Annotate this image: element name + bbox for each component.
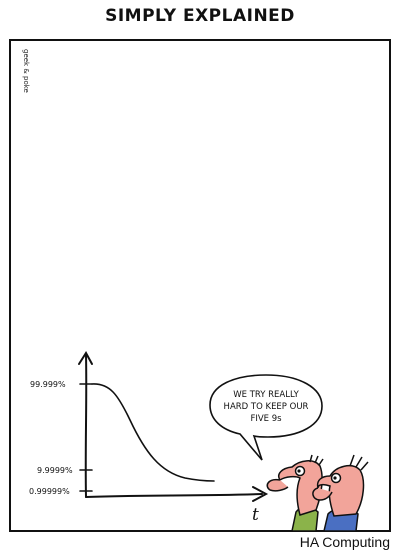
credit-text: geek & poke: [22, 49, 30, 93]
speech-line-2: HARD TO KEEP OUR: [224, 402, 309, 412]
left-character-hair: [309, 454, 324, 466]
x-axis-label: t: [252, 505, 259, 525]
caption-text: HA Computing: [299, 534, 390, 550]
character-right: [312, 454, 369, 532]
comic-title: SIMPLY EXPLAINED: [105, 6, 295, 26]
right-character-hair: [349, 454, 369, 471]
y-tick-label-3: 0.99999%: [29, 487, 70, 496]
character-left: [266, 454, 324, 532]
right-character-face: [316, 464, 365, 517]
x-axis: [85, 493, 263, 498]
graph: [78, 351, 269, 502]
speech-line-1: WE TRY REALLY: [233, 390, 299, 400]
speech-bubble: [209, 374, 323, 461]
speech-line-3: FIVE 9s: [250, 414, 282, 424]
left-character-nose: [266, 478, 289, 492]
left-character-face: [278, 460, 323, 516]
comic-panel: geek & poke: [9, 39, 391, 532]
y-tick-label-1: 99.999%: [30, 380, 66, 389]
right-character-nose: [312, 487, 333, 501]
x-axis-arrow: [252, 486, 269, 502]
availability-curve: [91, 383, 215, 482]
y-axis: [84, 354, 88, 498]
y-axis-arrow: [78, 351, 93, 365]
y-tick-label-2: 9.9999%: [37, 466, 73, 475]
